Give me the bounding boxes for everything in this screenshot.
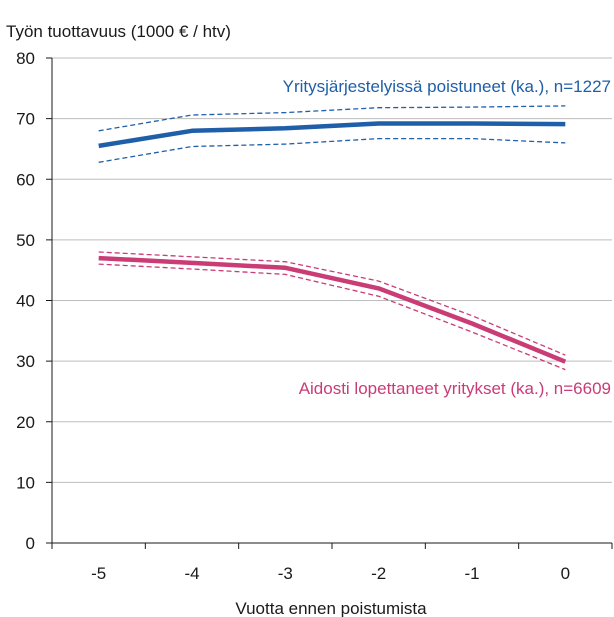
y-tick-label: 0 [26, 534, 35, 553]
y-tick-label: 40 [16, 292, 35, 311]
x-tick-label: -4 [184, 564, 199, 583]
x-tick-label: 0 [561, 564, 570, 583]
series-0-upper-bound [98, 105, 566, 132]
y-tick-label: 70 [16, 110, 35, 129]
y-tick-labels: 0 10 20 30 40 50 60 70 80 [16, 49, 35, 553]
y-tick-label: 20 [16, 413, 35, 432]
x-tick-label: -5 [91, 564, 106, 583]
x-axis-title: Vuotta ennen poistumista [235, 599, 427, 617]
series-lines [98, 105, 567, 371]
y-tick-label: 10 [16, 473, 35, 492]
y-axis-title: Työn tuottavuus (1000 € / htv) [6, 22, 231, 41]
series-1-upper-bound [98, 251, 566, 356]
x-tick-labels: -5 -4 -3 -2 -1 0 [91, 564, 570, 583]
series-label-aidosti-lopettaneet: Aidosti lopettaneet yritykset (ka.), n=6… [299, 379, 611, 398]
x-tick-label: -1 [464, 564, 479, 583]
series-1-lower-bound [98, 263, 566, 371]
y-tick-label: 30 [16, 352, 35, 371]
series-0-line [98, 121, 566, 149]
y-tick-label: 60 [16, 170, 35, 189]
x-tick-label: -3 [278, 564, 293, 583]
gridlines [52, 57, 612, 483]
axes [46, 57, 613, 549]
y-tick-label: 50 [16, 231, 35, 250]
series-0-lower-bound [98, 137, 566, 163]
series-label-yritysjarjestelyissa: Yritysjärjestelyissä poistuneet (ka.), n… [283, 77, 611, 96]
x-tick-label: -2 [371, 564, 386, 583]
y-tick-label: 80 [16, 49, 35, 68]
series-1-line [98, 255, 567, 364]
